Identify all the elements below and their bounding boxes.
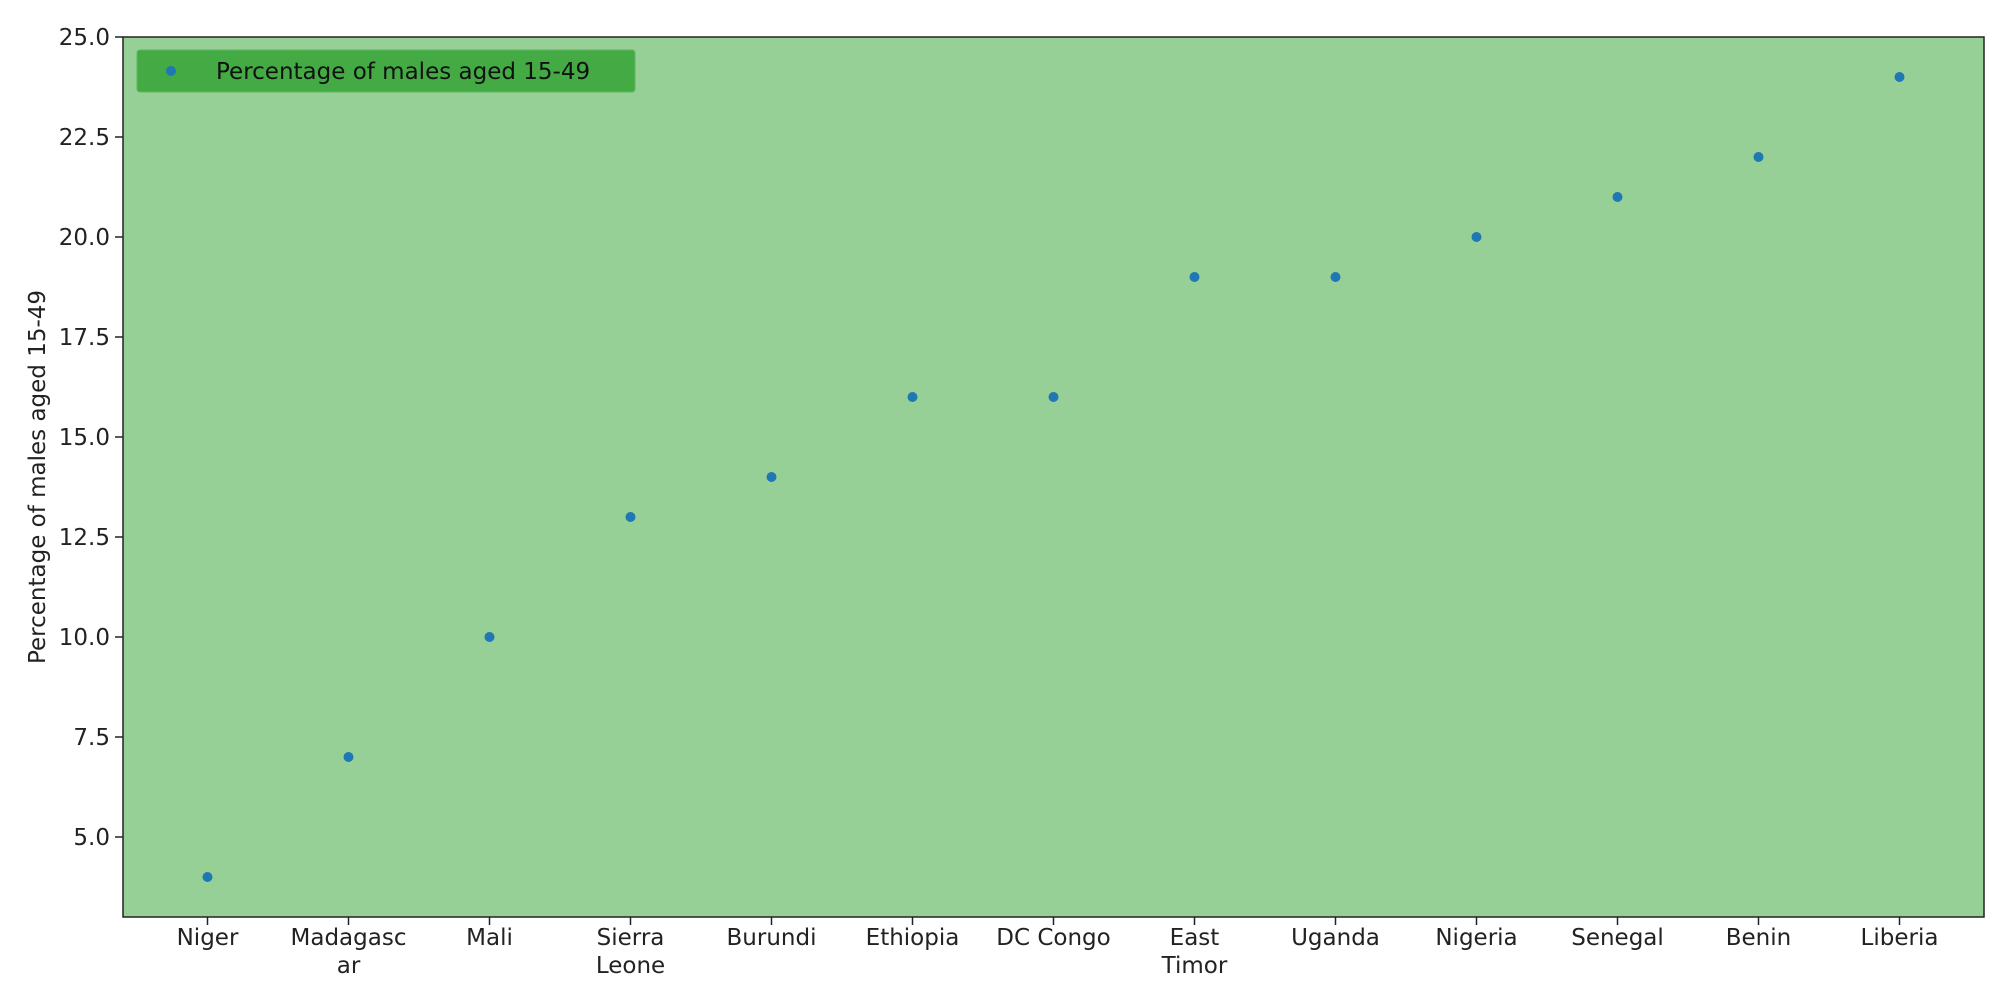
- x-tick-label-line: Leone: [596, 953, 665, 979]
- x-tick-label-line: Niger: [177, 925, 239, 951]
- x-tick-label-line: East: [1170, 925, 1220, 951]
- legend-label: Percentage of males aged 15-49: [216, 59, 590, 85]
- x-tick-label: DC Congo: [996, 925, 1110, 951]
- x-tick-label-line: Ethiopia: [866, 925, 960, 951]
- x-tick-label: Uganda: [1291, 925, 1380, 951]
- data-point: [907, 392, 918, 402]
- x-tick-label-line: ar: [337, 953, 361, 979]
- x-tick-label-line: DC Congo: [996, 925, 1110, 951]
- y-axis-title: Percentage of males aged 15-49: [25, 290, 51, 664]
- x-tick-label-line: Senegal: [1571, 925, 1664, 951]
- x-tick-label: Nigeria: [1435, 925, 1517, 951]
- x-tick-label-line: Uganda: [1291, 925, 1380, 951]
- x-tick-label: Niger: [177, 925, 239, 951]
- x-tick-label: Liberia: [1861, 925, 1939, 951]
- data-point: [1612, 192, 1623, 202]
- legend: Percentage of males aged 15-49: [136, 49, 636, 93]
- data-point: [484, 632, 495, 642]
- x-tick-label-line: Mali: [466, 925, 513, 951]
- x-tick-label-line: Benin: [1726, 925, 1791, 951]
- data-point: [343, 752, 354, 762]
- y-tick-label: 22.5: [59, 125, 110, 151]
- x-tick-label-line: Madagasc: [291, 925, 407, 951]
- data-point: [202, 872, 213, 882]
- y-tick-label: 5.0: [73, 825, 110, 851]
- x-tick-label: Sierra Leone: [596, 925, 665, 979]
- y-tick-label: 7.5: [73, 725, 110, 751]
- x-tick-label: Senegal: [1571, 925, 1664, 951]
- data-point: [1048, 392, 1059, 402]
- data-point: [1753, 152, 1764, 162]
- y-tick-label: 25.0: [59, 25, 110, 51]
- data-point: [1330, 272, 1341, 282]
- x-tick-label-line: Burundi: [727, 925, 817, 951]
- data-point: [625, 512, 636, 522]
- y-tick-label: 15.0: [59, 425, 110, 451]
- y-tick-label: 10.0: [59, 625, 110, 651]
- y-tick-label: 20.0: [59, 225, 110, 251]
- x-tick-label-line: Nigeria: [1435, 925, 1517, 951]
- y-axis: 5.0 7.5 10.0 12.5 15.0 17.5 20.0 22.5 25.0: [59, 25, 123, 851]
- x-tick-label-line: Sierra: [597, 925, 665, 951]
- x-tick-label: East Timor: [1161, 925, 1228, 979]
- y-tick-label: 12.5: [59, 525, 110, 551]
- x-tick-label: Burundi: [727, 925, 817, 951]
- data-points: [202, 72, 1905, 882]
- legend-box: [136, 49, 636, 93]
- data-point: [1471, 232, 1482, 242]
- plot-area: [122, 36, 1985, 918]
- data-point: [766, 472, 777, 482]
- x-tick-label: Mali: [466, 925, 513, 951]
- x-tick-label-line: Liberia: [1861, 925, 1939, 951]
- x-tick-label: Ethiopia: [866, 925, 960, 951]
- x-tick-label-line: Timor: [1161, 953, 1228, 979]
- x-axis: Niger Madagasc ar Mali Sierra Leone Burundi Eth…: [177, 917, 1939, 979]
- y-tick-label: 17.5: [59, 325, 110, 351]
- x-tick-label: Benin: [1726, 925, 1791, 951]
- x-tick-label: Madagasc ar: [291, 925, 407, 979]
- data-point: [1894, 72, 1905, 82]
- legend-marker: [166, 66, 176, 76]
- data-point: [1189, 272, 1200, 282]
